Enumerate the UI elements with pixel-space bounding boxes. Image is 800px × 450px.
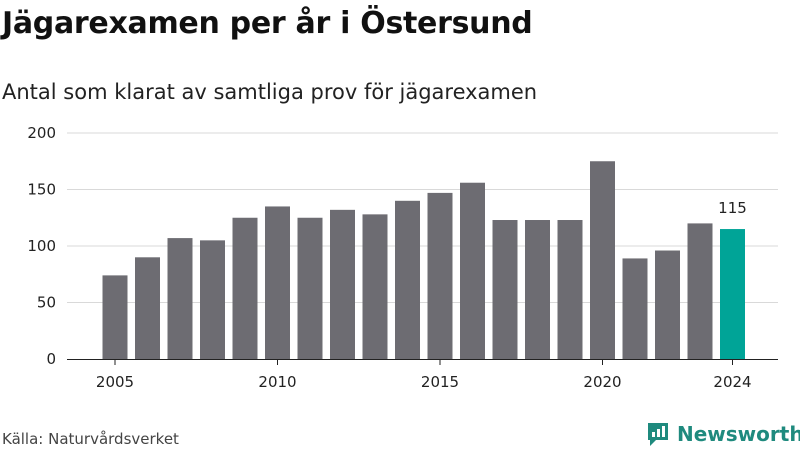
data-label-2024: 115 [718, 199, 747, 217]
bar-2017 [492, 220, 518, 359]
bar-2018 [525, 220, 550, 359]
bar-2022 [655, 250, 680, 359]
bar-2008 [200, 240, 225, 359]
bar-2010 [265, 206, 290, 359]
x-tick-label: 2015 [421, 373, 459, 391]
bar-2006 [135, 257, 160, 359]
bar-2009 [232, 217, 258, 359]
bar-2012 [330, 209, 355, 359]
chart-subtitle: Antal som klarat av samtliga prov för jä… [2, 80, 538, 104]
bar-chart: 0 50 100 150 200 2005 2010 2015 2020 2024 115 [27, 124, 778, 391]
bars [102, 161, 745, 359]
brand-name: Newsworthy [677, 422, 800, 446]
bar-2019 [557, 220, 583, 359]
y-axis-ticks: 0 50 100 150 200 [27, 124, 56, 368]
bar-2024 [720, 229, 745, 359]
data-labels: 115 [718, 199, 747, 217]
chart-title: Jägarexamen per år i Östersund [2, 6, 533, 41]
bar-2023 [687, 223, 713, 359]
bar-2005 [102, 275, 128, 359]
newsworthy-logo-icon [648, 423, 668, 446]
x-tick-label: 2020 [583, 373, 621, 391]
bar-2016 [460, 182, 485, 359]
x-axis-ticks: 2005 2010 2015 2020 2024 [96, 359, 752, 391]
bar-2013 [362, 214, 388, 359]
y-tick-label: 0 [46, 350, 56, 368]
x-tick-label: 2024 [713, 373, 751, 391]
y-tick-label: 50 [37, 294, 56, 312]
bar-2020 [590, 161, 615, 359]
brand-logo[interactable]: Newsworthy [645, 421, 800, 447]
bar-2015 [427, 192, 453, 359]
bar-2007 [167, 238, 193, 359]
x-tick-label: 2010 [258, 373, 296, 391]
x-tick-label: 2005 [96, 373, 134, 391]
y-tick-label: 200 [27, 124, 56, 142]
bar-2011 [297, 217, 323, 359]
bar-2014 [395, 200, 420, 359]
bar-2021 [622, 258, 648, 359]
y-tick-label: 100 [27, 237, 56, 255]
y-tick-label: 150 [27, 181, 56, 199]
source-note: Källa: Naturvårdsverket [2, 430, 179, 448]
